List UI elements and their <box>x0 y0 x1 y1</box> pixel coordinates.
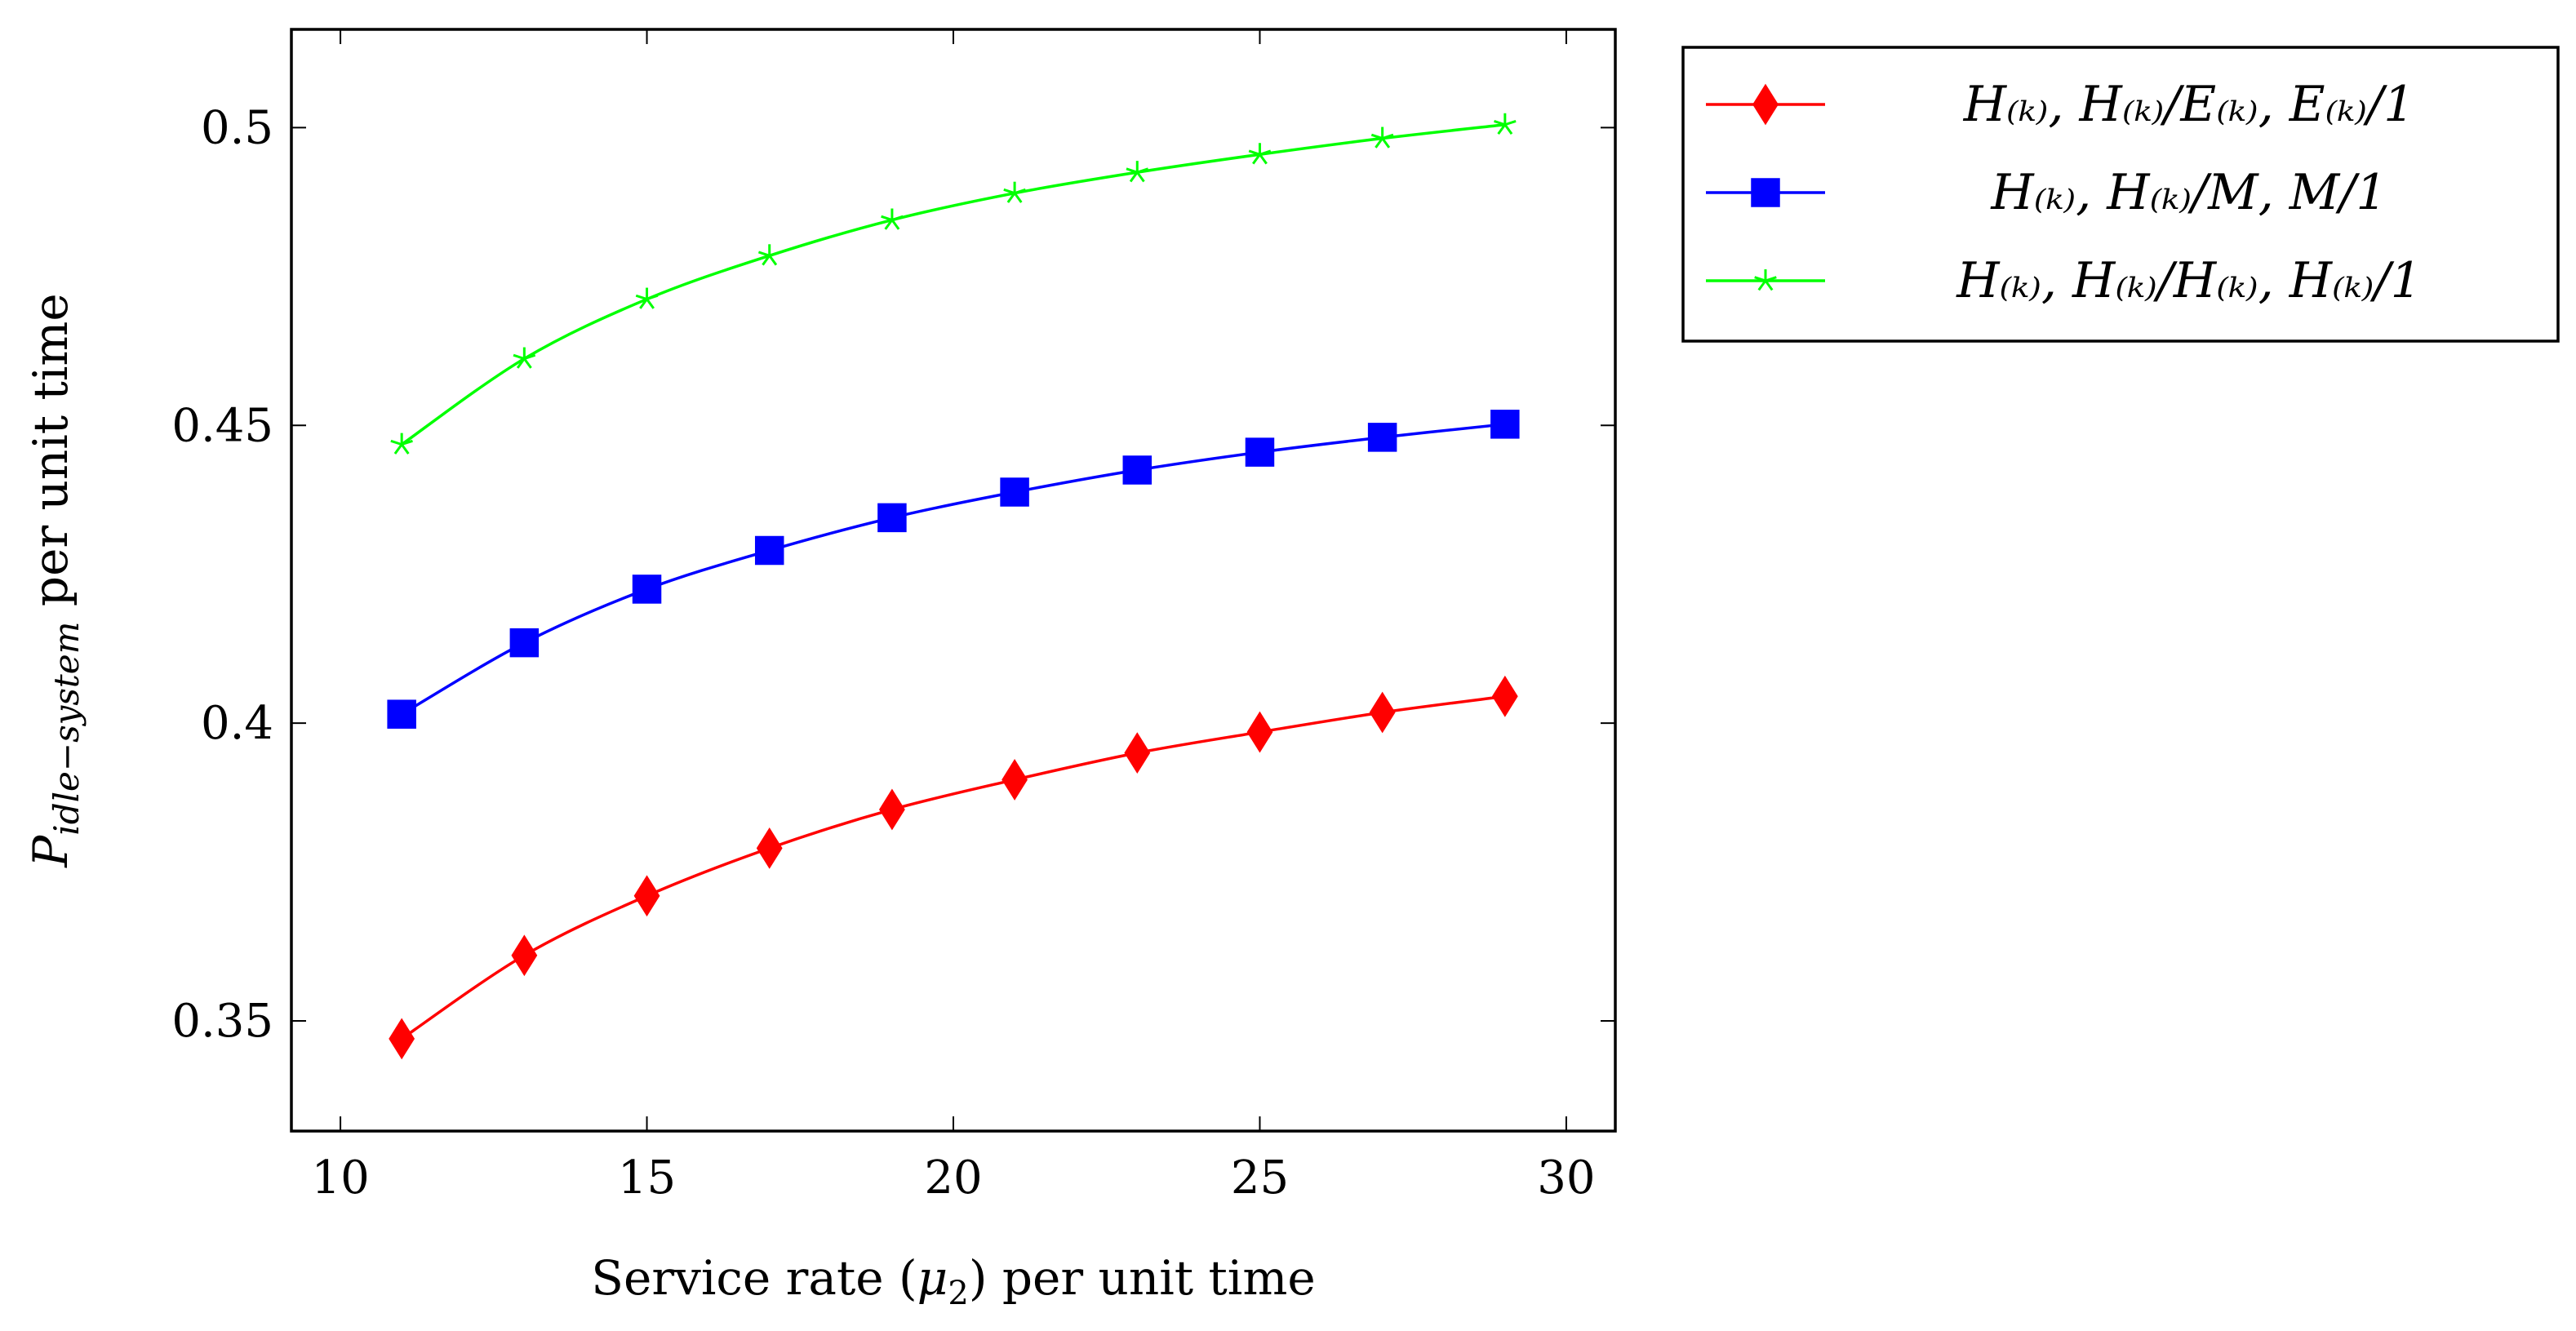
x-axis-label-symbol: μ <box>917 1250 948 1306</box>
legend-label-diamond: H₍ₖ₎, H₍ₖ₎/E₍ₖ₎, E₍ₖ₎/1 <box>1963 76 2415 133</box>
legend-marker-star <box>1754 269 1777 291</box>
point-star-21 <box>1003 181 1026 203</box>
y-tick-label-0.35: 0.35 <box>171 995 273 1048</box>
point-square-29 <box>1490 410 1520 439</box>
point-diamond-29 <box>1491 675 1518 717</box>
y-tick-label-0.5: 0.5 <box>201 101 273 154</box>
series-layer <box>387 113 1520 1060</box>
point-diamond-19 <box>879 788 905 831</box>
y-axis-label: Pidle−system per unit time <box>23 293 87 867</box>
series-line-square <box>401 423 1506 716</box>
point-square-23 <box>1122 455 1153 485</box>
point-diamond-25 <box>1246 711 1273 753</box>
y-tick-label-0.45: 0.45 <box>171 399 273 452</box>
series-square <box>387 410 1520 729</box>
point-square-27 <box>1367 423 1397 452</box>
point-square-17 <box>754 535 784 566</box>
x-axis-label: Service rate (μ2) per unit time <box>591 1250 1315 1312</box>
y-axis-label-symbol: P <box>23 835 78 868</box>
x-tick-label-20: 20 <box>924 1151 982 1205</box>
point-diamond-11 <box>389 1018 415 1060</box>
y-tick-label-0.4: 0.4 <box>201 697 273 750</box>
point-star-27 <box>1370 126 1394 149</box>
series-line-star <box>401 123 1506 446</box>
x-axis-label-post: ) per unit time <box>969 1250 1316 1306</box>
legend-entry-star: H₍ₖ₎, H₍ₖ₎/H₍ₖ₎, H₍ₖ₎/1 <box>1706 252 2422 309</box>
x-axis-label-subscript: 2 <box>948 1275 968 1312</box>
point-star-15 <box>635 287 659 309</box>
point-star-25 <box>1248 143 1272 165</box>
legend: H₍ₖ₎, H₍ₖ₎/E₍ₖ₎, E₍ₖ₎/1 H₍ₖ₎, H₍ₖ₎/M, M/1… <box>1681 46 2560 343</box>
y-axis-label-post: per unit time <box>23 293 78 621</box>
legend-entry-diamond: H₍ₖ₎, H₍ₖ₎/E₍ₖ₎, E₍ₖ₎/1 <box>1706 76 2414 133</box>
legend-box <box>1681 46 2560 343</box>
point-star-17 <box>757 244 781 266</box>
x-axis-label-pre: Service rate ( <box>591 1250 917 1306</box>
point-square-25 <box>1245 437 1275 467</box>
legend-marker-square <box>1751 178 1780 207</box>
x-tick-label-30: 30 <box>1537 1151 1595 1205</box>
series-diamond <box>389 675 1518 1060</box>
legend-entry-square: H₍ₖ₎, H₍ₖ₎/M, M/1 <box>1706 164 2387 221</box>
point-diamond-13 <box>511 934 538 977</box>
point-square-15 <box>632 575 662 604</box>
x-tick-label-10: 10 <box>311 1151 369 1205</box>
point-star-11 <box>390 433 413 455</box>
x-tick-label-25: 25 <box>1231 1151 1289 1205</box>
point-square-19 <box>877 503 907 533</box>
point-star-19 <box>881 208 904 230</box>
plot-frame <box>290 28 1617 1133</box>
legend-label-star: H₍ₖ₎, H₍ₖ₎/H₍ₖ₎, H₍ₖ₎/1 <box>1956 252 2422 309</box>
axis-ticks: 10 15 20 25 30 0.35 0.4 0.45 0.5 <box>171 29 1615 1205</box>
y-axis-label-subscript: idle−system <box>47 622 87 836</box>
point-star-29 <box>1494 113 1517 135</box>
point-square-13 <box>509 628 540 658</box>
x-tick-label-15: 15 <box>618 1151 676 1205</box>
point-diamond-21 <box>1002 759 1028 801</box>
point-diamond-15 <box>633 875 660 917</box>
point-diamond-27 <box>1369 691 1396 734</box>
series-star <box>390 113 1517 455</box>
point-star-23 <box>1126 161 1149 183</box>
point-diamond-17 <box>756 827 783 869</box>
point-star-13 <box>513 347 536 369</box>
point-square-11 <box>387 699 416 729</box>
point-diamond-23 <box>1124 732 1151 774</box>
legend-label-square: H₍ₖ₎, H₍ₖ₎/M, M/1 <box>1990 164 2387 221</box>
point-square-21 <box>1000 477 1029 507</box>
series-line-diamond <box>401 694 1506 1040</box>
legend-marker-diamond <box>1752 83 1779 126</box>
